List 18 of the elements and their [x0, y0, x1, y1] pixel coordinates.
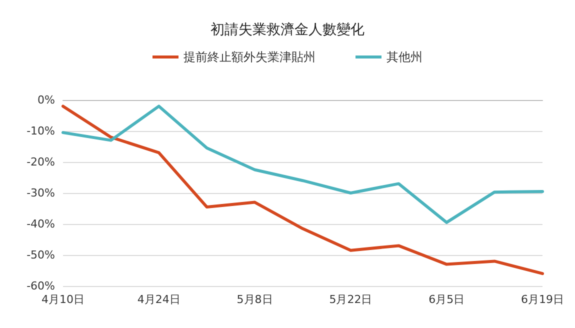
y-tick-label: -40%: [26, 218, 55, 230]
x-tick-label: 4月10日: [42, 293, 84, 306]
x-tick-label: 6月5日: [428, 293, 465, 306]
x-tick-label: 5月8日: [236, 293, 273, 306]
y-tick-label: -30%: [26, 186, 55, 200]
line-series: [62, 104, 544, 224]
y-tick-label: -10%: [26, 124, 55, 138]
chart-title: 初請失業救濟金人數變化: [210, 22, 364, 38]
x-tick-label: 5月22日: [329, 293, 372, 306]
line-series: [62, 104, 544, 276]
x-tick-label: 4月24日: [137, 293, 180, 306]
legend-label: 其他州: [386, 50, 422, 64]
legend-label: 提前終止額外失業津貼州: [184, 50, 316, 64]
x-tick-label: 6月19日: [521, 293, 564, 306]
y-tick-label: -20%: [26, 156, 55, 168]
y-tick-label: -60%: [26, 280, 55, 292]
y-tick-label: -50%: [26, 248, 55, 262]
y-tick-label: 0%: [38, 94, 55, 106]
